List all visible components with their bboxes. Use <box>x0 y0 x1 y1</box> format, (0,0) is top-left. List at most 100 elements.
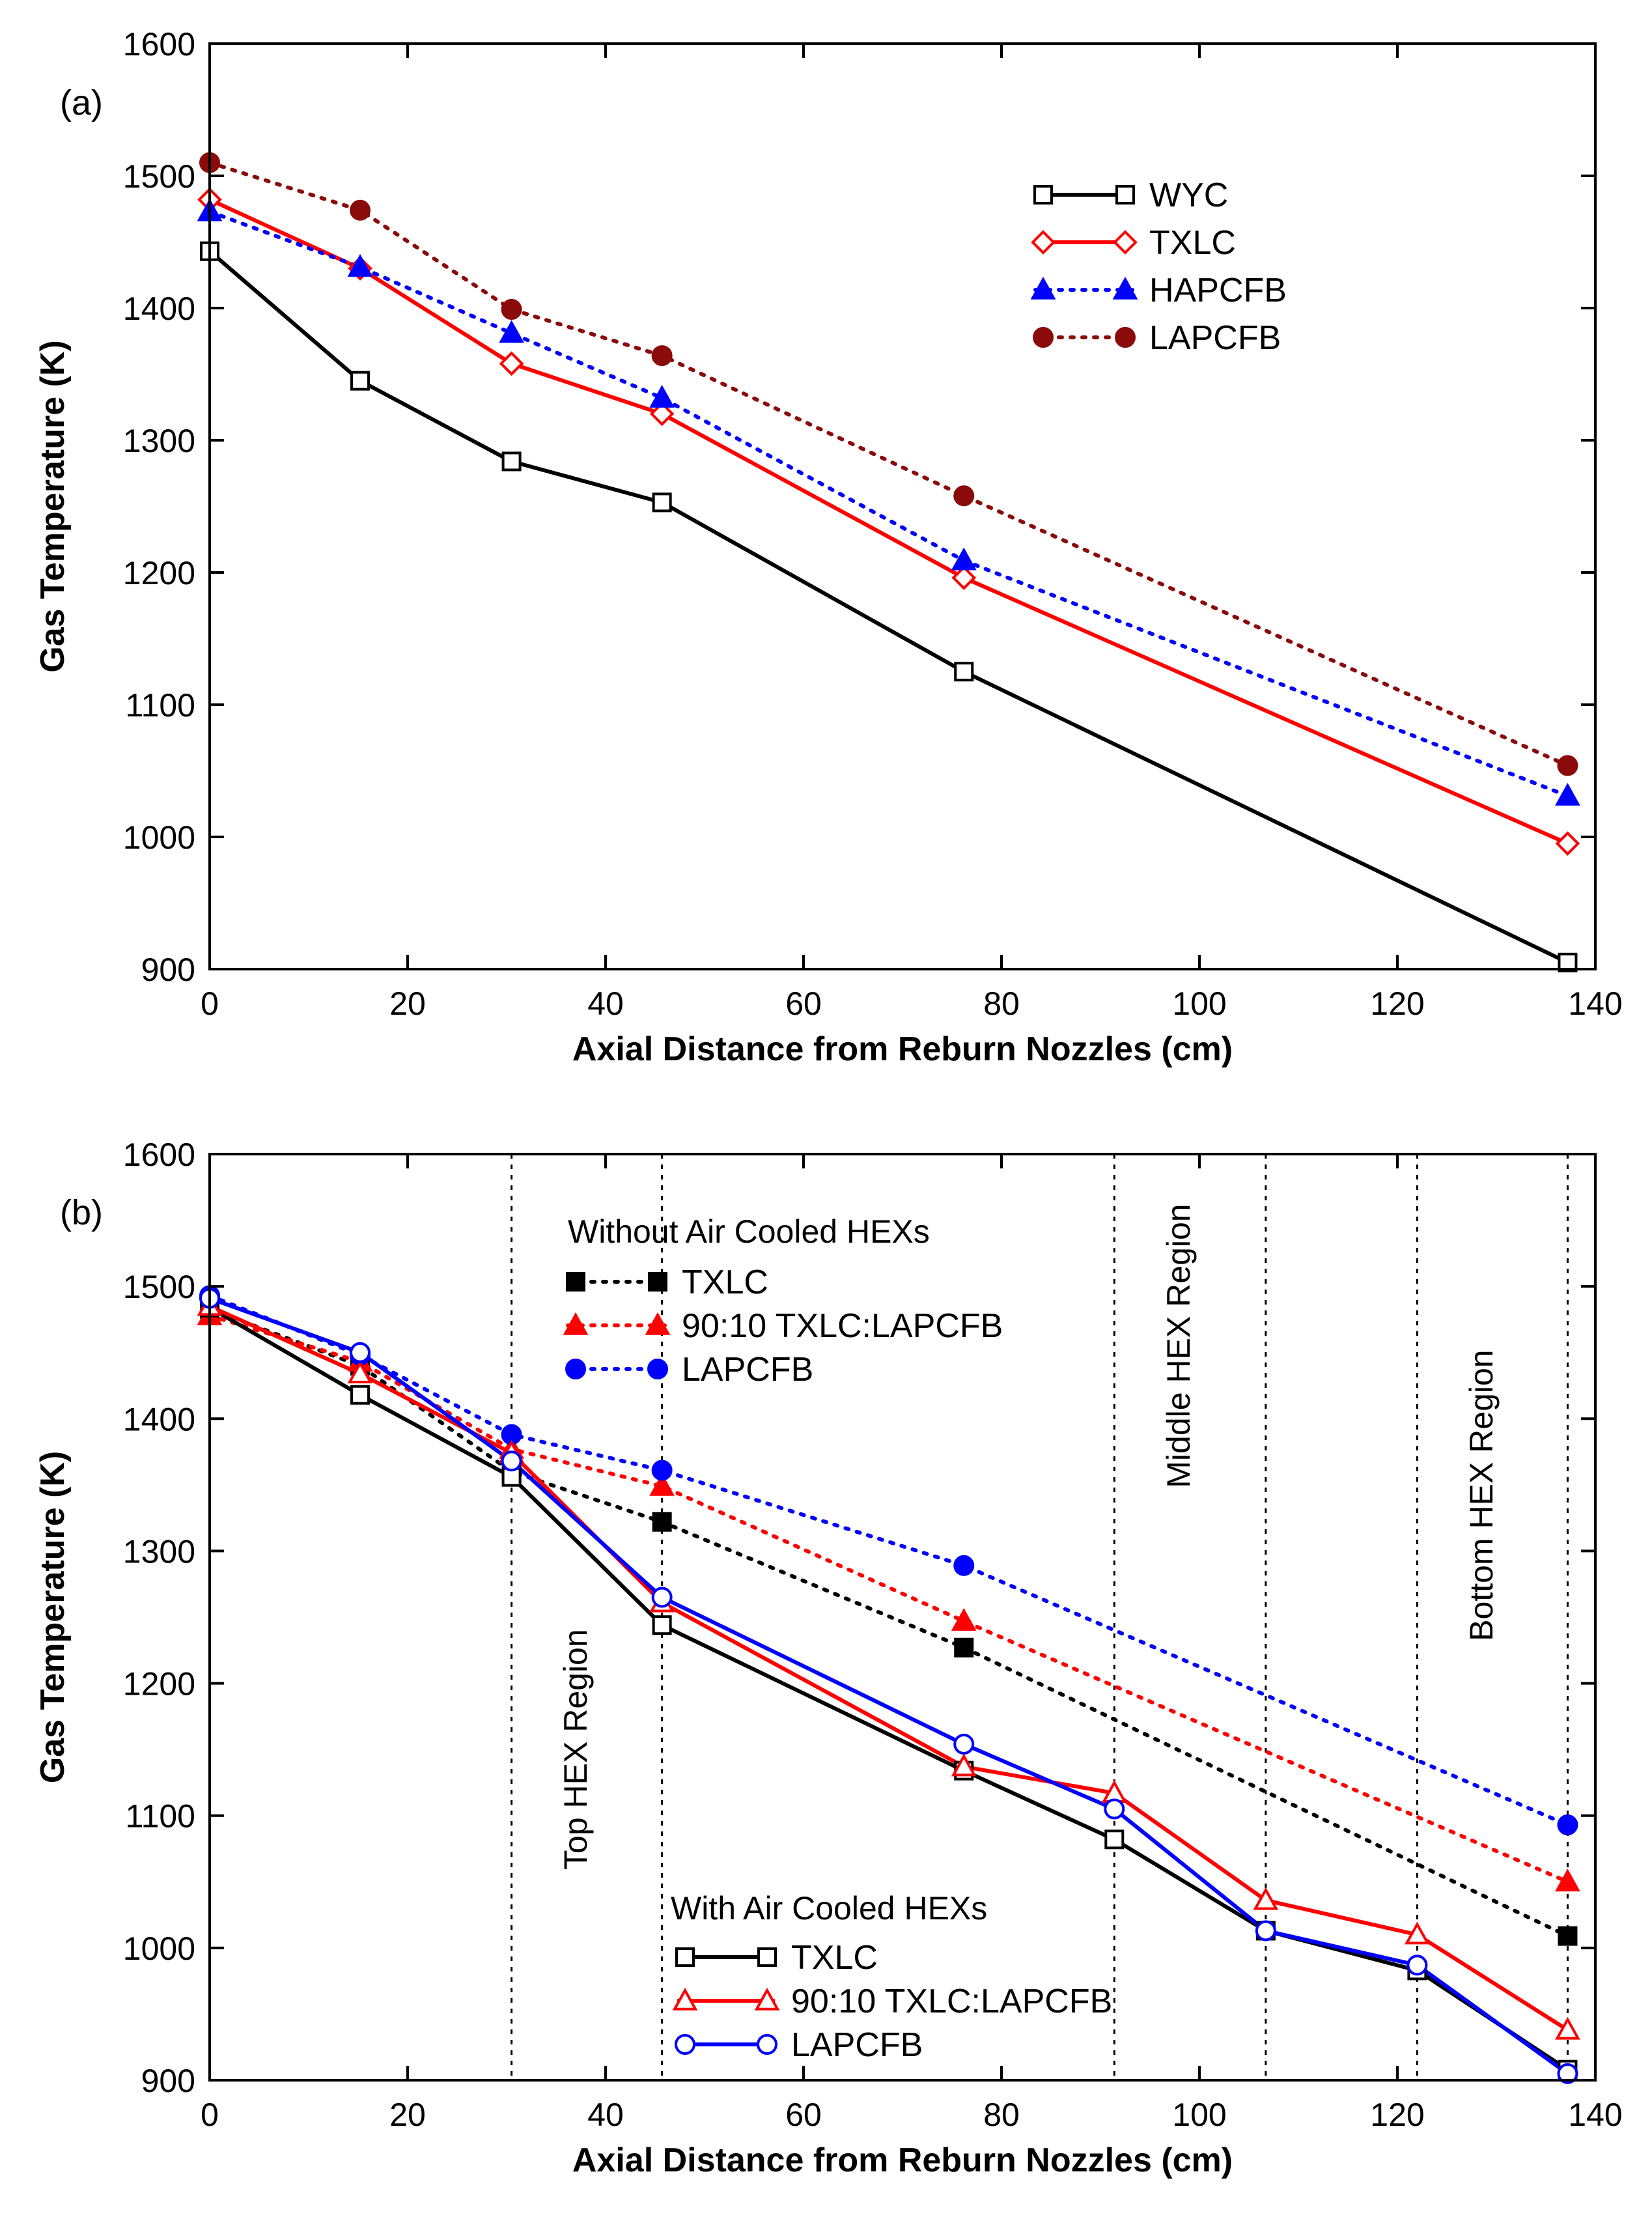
y-tick-label: 1200 <box>123 1666 195 1702</box>
data-point <box>652 492 672 513</box>
y-tick-label: 900 <box>141 952 195 988</box>
data-point <box>1555 1869 1580 1892</box>
data-point <box>649 1473 675 1496</box>
data-point <box>1557 1814 1578 1835</box>
x-tick-label: 140 <box>1568 985 1622 1022</box>
legend-marker <box>1033 185 1053 205</box>
y-tick-label: 1600 <box>123 26 195 63</box>
y-tick-label: 900 <box>141 2063 195 2099</box>
hex-region-label: Top HEX Region <box>557 1629 594 1870</box>
legend-marker <box>672 1987 698 2011</box>
data-point <box>350 1342 371 1363</box>
data-point <box>1104 1829 1125 1850</box>
legend-label: HAPCFB <box>1149 272 1287 309</box>
data-point <box>1557 2063 1578 2084</box>
data-point <box>1405 1921 1430 1945</box>
data-point <box>649 401 675 427</box>
series-line-lapcfb <box>208 160 1570 768</box>
data-point <box>652 1512 672 1532</box>
y-tick-label: 1400 <box>123 1401 195 1437</box>
y-tick-label: 1600 <box>123 1137 195 1173</box>
data-point <box>350 1385 371 1405</box>
x-tick-label: 40 <box>587 2097 624 2133</box>
series-line-wyc <box>208 249 1569 965</box>
data-point <box>1555 831 1580 856</box>
legend-marker <box>563 1312 589 1335</box>
data-point <box>951 1607 977 1631</box>
data-point <box>649 384 675 408</box>
legend-title-with-hex: With Air Cooled HEXs <box>671 1890 987 1927</box>
legend-marker <box>675 1947 695 1967</box>
data-point <box>347 253 373 277</box>
data-point <box>651 1460 673 1481</box>
y-axis-title: Gas Temperature (K) <box>34 340 72 673</box>
data-point <box>1104 1798 1125 1820</box>
x-tick-label: 100 <box>1172 985 1226 1022</box>
x-tick-label: 0 <box>201 2097 219 2133</box>
y-tick-label: 1000 <box>123 1930 195 1967</box>
series-line-hapcfb <box>208 209 1570 798</box>
data-point <box>954 662 974 682</box>
data-point <box>1555 782 1580 806</box>
legend-label: TXLC <box>1149 224 1236 262</box>
data-point <box>1555 2016 1580 2040</box>
x-tick-label: 120 <box>1370 985 1424 1022</box>
legend-label: TXLC <box>791 1939 878 1977</box>
x-tick-label: 60 <box>785 2097 822 2133</box>
hex-region-label: Bottom HEX Region <box>1463 1349 1500 1641</box>
panel-a-label: (a) <box>60 83 103 122</box>
x-tick-label: 0 <box>201 985 219 1022</box>
legend-label: TXLC <box>682 1264 768 1301</box>
legend-marker <box>565 1359 586 1379</box>
hex-region-label: Middle HEX Region <box>1160 1204 1197 1488</box>
legend-marker <box>757 1947 777 1967</box>
data-point <box>951 565 977 590</box>
y-axis-title: Gas Temperature (K) <box>34 1451 72 1784</box>
legend-marker <box>648 1272 667 1292</box>
legend-title-without-hex: Without Air Cooled HEXs <box>568 1213 930 1250</box>
legend-marker <box>1030 276 1056 300</box>
y-tick-label: 1400 <box>123 290 195 327</box>
x-tick-label: 80 <box>983 2097 1020 2133</box>
legend-label: LAPCFB <box>1149 319 1281 357</box>
data-point <box>953 1734 975 1755</box>
panel-a-chart: (a) 0 20 40 60 80 100 120 140 900 1000 1100 1200 130… <box>34 26 1623 1068</box>
data-point <box>350 199 371 221</box>
legend-label: WYC <box>1149 177 1228 214</box>
data-point <box>954 1637 974 1658</box>
data-point <box>652 1615 672 1635</box>
legend-marker <box>757 2034 777 2055</box>
legend-label: 90:10 TXLC:LAPCFB <box>791 1983 1112 2020</box>
data-point <box>1253 1887 1279 1910</box>
legend-marker <box>1031 230 1056 255</box>
x-axis-title: Axial Distance from Reburn Nozzles (cm) <box>572 2141 1233 2179</box>
legend-label: LAPCFB <box>791 2026 923 2064</box>
plot-frame <box>208 1153 1597 2082</box>
data-point <box>350 371 371 391</box>
data-point <box>501 1450 522 1472</box>
x-tick-label: 140 <box>1568 2097 1622 2133</box>
legend-marker <box>566 1272 585 1292</box>
legend-marker <box>1033 327 1054 348</box>
y-tick-label: 1200 <box>123 555 195 591</box>
y-tick-label: 1100 <box>125 687 195 724</box>
data-point <box>499 351 524 376</box>
data-point <box>347 1361 373 1384</box>
data-point <box>1558 1926 1578 1946</box>
series-line-90-10-txlc-lapcfb <box>208 1313 1570 1884</box>
data-point <box>651 345 673 367</box>
legend-marker <box>647 1359 668 1379</box>
legend-label: 90:10 TXLC:LAPCFB <box>682 1307 1003 1345</box>
panel-b-chart: (b) 0 20 40 60 80 100 120 140 900 1000 1100 1200 130… <box>34 1137 1623 2179</box>
legend-marker <box>1115 327 1136 348</box>
series-line-txlc <box>208 1306 1570 1938</box>
legend-marker <box>1112 276 1138 300</box>
x-tick-label: 100 <box>1172 2097 1226 2133</box>
legend-marker <box>675 2034 695 2055</box>
x-tick-label: 40 <box>587 985 624 1022</box>
legend-marker <box>645 1312 671 1335</box>
x-tick-label: 20 <box>389 985 426 1022</box>
y-tick-label: 1500 <box>123 1269 195 1305</box>
